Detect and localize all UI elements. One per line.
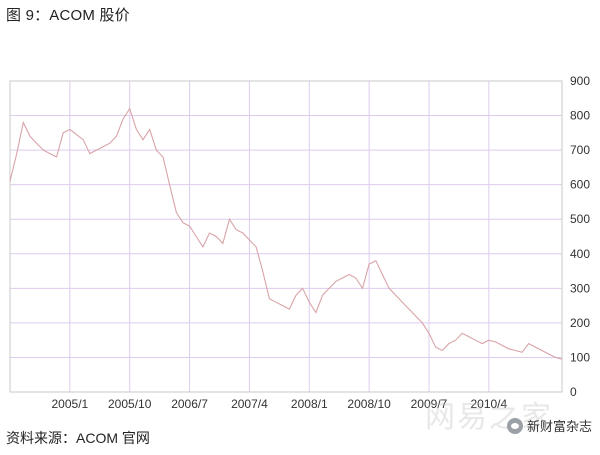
x-axis-ticks: 2005/1 2005/10 2006/7 2007/4 2008/1 2008/10 20…	[52, 397, 508, 411]
chart-title: 图 9：ACOM 股价	[6, 7, 130, 24]
x-tick-label: 2010/4	[470, 397, 507, 411]
y-tick-label: 100	[570, 350, 590, 364]
y-tick-label: 500	[570, 212, 590, 226]
price-line	[9, 107, 563, 360]
x-tick-label: 2008/10	[347, 397, 391, 411]
x-tick-label: 2008/1	[291, 397, 328, 411]
x-tick-label: 2007/4	[231, 397, 268, 411]
watermark: 网易之家	[425, 400, 553, 435]
y-tick-label: 900	[570, 74, 590, 88]
y-tick-label: 700	[570, 143, 590, 157]
x-tick-label: 2006/7	[171, 397, 208, 411]
y-tick-label: 0	[570, 385, 577, 399]
y-tick-label: 300	[570, 281, 590, 295]
y-tick-label: 400	[570, 247, 590, 261]
y-tick-label: 200	[570, 316, 590, 330]
publisher-name: 新财富杂志	[526, 419, 592, 434]
publisher-badge: 新财富杂志	[506, 416, 592, 435]
x-tick-label: 2005/1	[52, 397, 89, 411]
y-axis-ticks: 0 100 200 300 400 500 600 700 800 900	[570, 74, 590, 399]
source-note: 资料来源：ACOM 官网	[6, 430, 150, 446]
y-tick-label: 600	[570, 178, 590, 192]
y-tick-label: 800	[570, 109, 590, 123]
x-tick-label: 2009/7	[411, 397, 448, 411]
grid-lines	[10, 81, 562, 392]
x-tick-label: 2005/10	[108, 397, 152, 411]
wechat-icon	[506, 417, 523, 434]
plot-frame	[9, 80, 563, 393]
